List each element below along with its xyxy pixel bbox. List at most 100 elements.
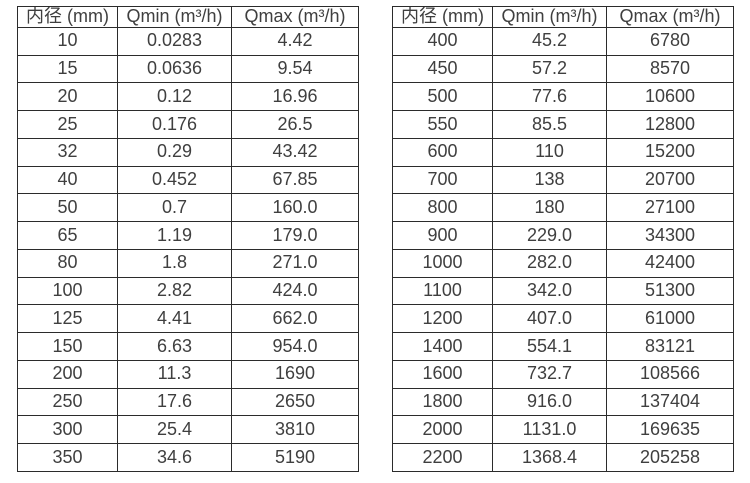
table-row: 500 77.6 10600 <box>392 82 734 112</box>
qmax-cell: 160.0 <box>231 193 359 223</box>
flow-rate-spec-tables: 内径 (mm) Qmin (m³/h) Qmax (m³/h) 10 0.0283 4.42 15… <box>17 6 734 472</box>
qmin-cell: 6.63 <box>117 332 232 361</box>
table-row: 2000 1131.0 169635 <box>392 415 734 445</box>
qmin-cell: 57.2 <box>492 54 607 84</box>
diameter-cell: 300 <box>17 415 118 445</box>
table-row: 80 1.8 271.0 <box>17 248 359 278</box>
column-label: 内径 <box>26 6 62 26</box>
table-row: 1100 342.0 51300 <box>392 276 734 306</box>
diameter-cell: 10 <box>17 26 118 56</box>
table-row: 400 45.2 6780 <box>392 26 734 56</box>
qmax-cell: 5190 <box>231 443 359 472</box>
table-row: 450 57.2 8570 <box>392 54 734 84</box>
diameter-cell: 450 <box>392 54 493 84</box>
diameter-cell: 600 <box>392 137 493 167</box>
qmax-cell: 27100 <box>606 193 734 223</box>
header-row: 内径 (mm) Qmin (m³/h) Qmax (m³/h) <box>392 6 734 28</box>
qmin-cell: 0.176 <box>117 110 232 139</box>
table-row: 25 0.176 26.5 <box>17 110 359 139</box>
qmin-cell: 11.3 <box>117 359 232 389</box>
diameter-cell: 50 <box>17 193 118 223</box>
qmin-cell: 180 <box>492 193 607 223</box>
qmin-cell: 2.82 <box>117 276 232 306</box>
column-header-0: 内径 (mm) <box>392 6 493 28</box>
qmin-cell: 229.0 <box>492 221 607 250</box>
table-row: 32 0.29 43.42 <box>17 137 359 167</box>
qmax-cell: 179.0 <box>231 221 359 250</box>
qmax-cell: 9.54 <box>231 54 359 84</box>
table-row: 1600 732.7 108566 <box>392 359 734 389</box>
header-row: 内径 (mm) Qmin (m³/h) Qmax (m³/h) <box>17 6 359 28</box>
diameter-cell: 350 <box>17 443 118 472</box>
diameter-cell: 1100 <box>392 276 493 306</box>
table-row: 65 1.19 179.0 <box>17 221 359 250</box>
diameter-cell: 150 <box>17 332 118 361</box>
diameter-cell: 550 <box>392 110 493 139</box>
diameter-cell: 1600 <box>392 359 493 389</box>
qmin-cell: 1368.4 <box>492 443 607 472</box>
diameter-cell: 1200 <box>392 304 493 334</box>
diameter-cell: 400 <box>392 26 493 56</box>
qmin-cell: 342.0 <box>492 276 607 306</box>
column-header-1: Qmin (m³/h) <box>492 6 607 28</box>
qmax-cell: 20700 <box>606 165 734 195</box>
qmin-cell: 17.6 <box>117 387 232 417</box>
qmin-cell: 407.0 <box>492 304 607 334</box>
diameter-cell: 40 <box>17 165 118 195</box>
qmin-cell: 554.1 <box>492 332 607 361</box>
table-row: 700 138 20700 <box>392 165 734 195</box>
column-header-2: Qmax (m³/h) <box>606 6 734 28</box>
table-row: 1800 916.0 137404 <box>392 387 734 417</box>
qmin-cell: 77.6 <box>492 82 607 112</box>
qmax-cell: 169635 <box>606 415 734 445</box>
qmin-cell: 138 <box>492 165 607 195</box>
diameter-cell: 500 <box>392 82 493 112</box>
table-row: 350 34.6 5190 <box>17 443 359 472</box>
column-unit: (m³/h) <box>549 6 598 26</box>
table-row: 1400 554.1 83121 <box>392 332 734 361</box>
diameter-cell: 900 <box>392 221 493 250</box>
diameter-cell: 20 <box>17 82 118 112</box>
qmin-cell: 0.452 <box>117 165 232 195</box>
column-header-1: Qmin (m³/h) <box>117 6 232 28</box>
qmin-cell: 0.0636 <box>117 54 232 84</box>
table-row: 550 85.5 12800 <box>392 110 734 139</box>
column-unit: (mm) <box>67 6 109 26</box>
column-label: Qmax <box>244 6 293 26</box>
diameter-cell: 200 <box>17 359 118 389</box>
column-header-0: 内径 (mm) <box>17 6 118 28</box>
flow-table-large-diameters: 内径 (mm) Qmin (m³/h) Qmax (m³/h) 400 45.2 6780 450… <box>392 6 734 472</box>
qmin-cell: 1131.0 <box>492 415 607 445</box>
qmin-cell: 45.2 <box>492 26 607 56</box>
column-label: Qmax <box>619 6 668 26</box>
table-row: 1200 407.0 61000 <box>392 304 734 334</box>
table-row: 1000 282.0 42400 <box>392 248 734 278</box>
qmax-cell: 15200 <box>606 137 734 167</box>
table-row: 600 110 15200 <box>392 137 734 167</box>
qmin-cell: 0.7 <box>117 193 232 223</box>
qmax-cell: 8570 <box>606 54 734 84</box>
qmin-cell: 282.0 <box>492 248 607 278</box>
qmax-cell: 34300 <box>606 221 734 250</box>
qmin-cell: 110 <box>492 137 607 167</box>
diameter-cell: 250 <box>17 387 118 417</box>
table-row: 250 17.6 2650 <box>17 387 359 417</box>
qmax-cell: 10600 <box>606 82 734 112</box>
column-unit: (m³/h) <box>174 6 223 26</box>
table-row: 50 0.7 160.0 <box>17 193 359 223</box>
qmax-cell: 137404 <box>606 387 734 417</box>
diameter-cell: 125 <box>17 304 118 334</box>
qmax-cell: 6780 <box>606 26 734 56</box>
qmax-cell: 43.42 <box>231 137 359 167</box>
qmax-cell: 16.96 <box>231 82 359 112</box>
qmin-cell: 34.6 <box>117 443 232 472</box>
qmax-cell: 4.42 <box>231 26 359 56</box>
table-row: 200 11.3 1690 <box>17 359 359 389</box>
table-row: 900 229.0 34300 <box>392 221 734 250</box>
qmax-cell: 1690 <box>231 359 359 389</box>
qmin-cell: 1.19 <box>117 221 232 250</box>
qmax-cell: 83121 <box>606 332 734 361</box>
qmin-cell: 4.41 <box>117 304 232 334</box>
table-row: 15 0.0636 9.54 <box>17 54 359 84</box>
qmin-cell: 25.4 <box>117 415 232 445</box>
